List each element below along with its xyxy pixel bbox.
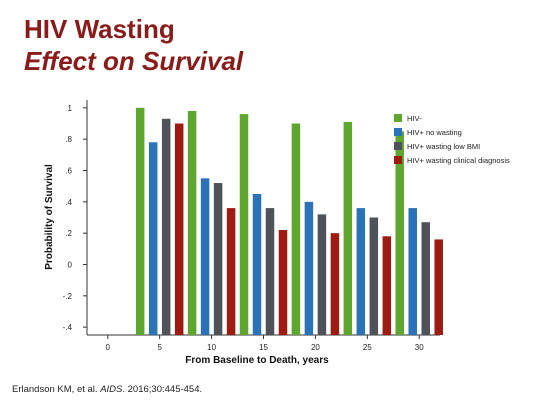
bar: [317, 214, 327, 335]
bar: [148, 142, 158, 335]
bar: [200, 178, 210, 335]
bar: [213, 183, 223, 335]
bar: [226, 208, 236, 335]
bar: [265, 208, 275, 335]
legend-label: HIV+ wasting clinical diagnosis: [407, 156, 510, 165]
bar: [421, 222, 430, 335]
y-tick-label: .8: [65, 135, 72, 144]
bar: [239, 114, 249, 335]
y-tick-label: .4: [65, 198, 72, 207]
legend-label: HIV-: [407, 114, 422, 123]
bar: [369, 217, 379, 335]
legend-swatch: [394, 128, 402, 136]
y-axis-title: Probability of Survival: [44, 164, 55, 270]
slide-subtitle: Effect on Survival: [24, 46, 244, 76]
bar: [291, 123, 301, 335]
bar: [343, 121, 353, 335]
x-tick-label: 5: [157, 343, 162, 352]
y-axis-ticks: 1 .8 .6 .4 .2 0 -.2 -.4: [63, 104, 87, 332]
y-tick-label: 1: [68, 104, 73, 113]
legend-label: HIV+ wasting low BMI: [407, 142, 480, 151]
citation-details: . 2016;30:445-454.: [122, 384, 203, 395]
legend-swatch: [394, 156, 402, 164]
x-tick-label: 10: [207, 343, 216, 352]
bar: [434, 239, 443, 335]
bar: [382, 236, 392, 335]
y-tick-label: -.2: [63, 292, 73, 301]
legend-label: HIV+ no wasting: [407, 128, 462, 137]
slide-title: HIV Wasting: [24, 14, 175, 44]
bar: [278, 230, 288, 335]
bar: [135, 107, 145, 335]
citation: Erlandson KM, et al. AIDS. 2016;30:445-4…: [12, 384, 202, 395]
x-tick-label: 0: [106, 343, 111, 352]
x-axis-ticks: 0 5 10 15 20 25 30: [106, 335, 424, 352]
bars: [135, 107, 443, 335]
legend-swatch: [394, 142, 402, 150]
y-tick-label: -.4: [63, 323, 73, 332]
x-tick-label: 15: [259, 343, 268, 352]
bar: [161, 118, 171, 335]
bar: [408, 208, 417, 335]
legend-swatch: [394, 114, 402, 122]
x-tick-label: 20: [311, 343, 320, 352]
bar: [187, 110, 197, 335]
citation-journal: AIDS: [100, 384, 123, 395]
y-tick-label: .2: [65, 229, 72, 238]
x-tick-label: 25: [363, 343, 372, 352]
x-axis-title: From Baseline to Death, years: [185, 355, 329, 366]
legend: HIV- HIV+ no wasting HIV+ wasting low BMI H…: [394, 114, 510, 165]
citation-authors: Erlandson KM, et al.: [12, 384, 101, 395]
bar: [252, 194, 262, 335]
x-tick-label: 30: [415, 343, 424, 352]
y-tick-label: .6: [65, 167, 72, 176]
bar: [395, 131, 404, 335]
bar: [174, 123, 184, 335]
bar: [330, 233, 340, 335]
bar: [304, 201, 314, 335]
bar: [356, 208, 366, 335]
y-tick-label: 0: [68, 261, 73, 270]
